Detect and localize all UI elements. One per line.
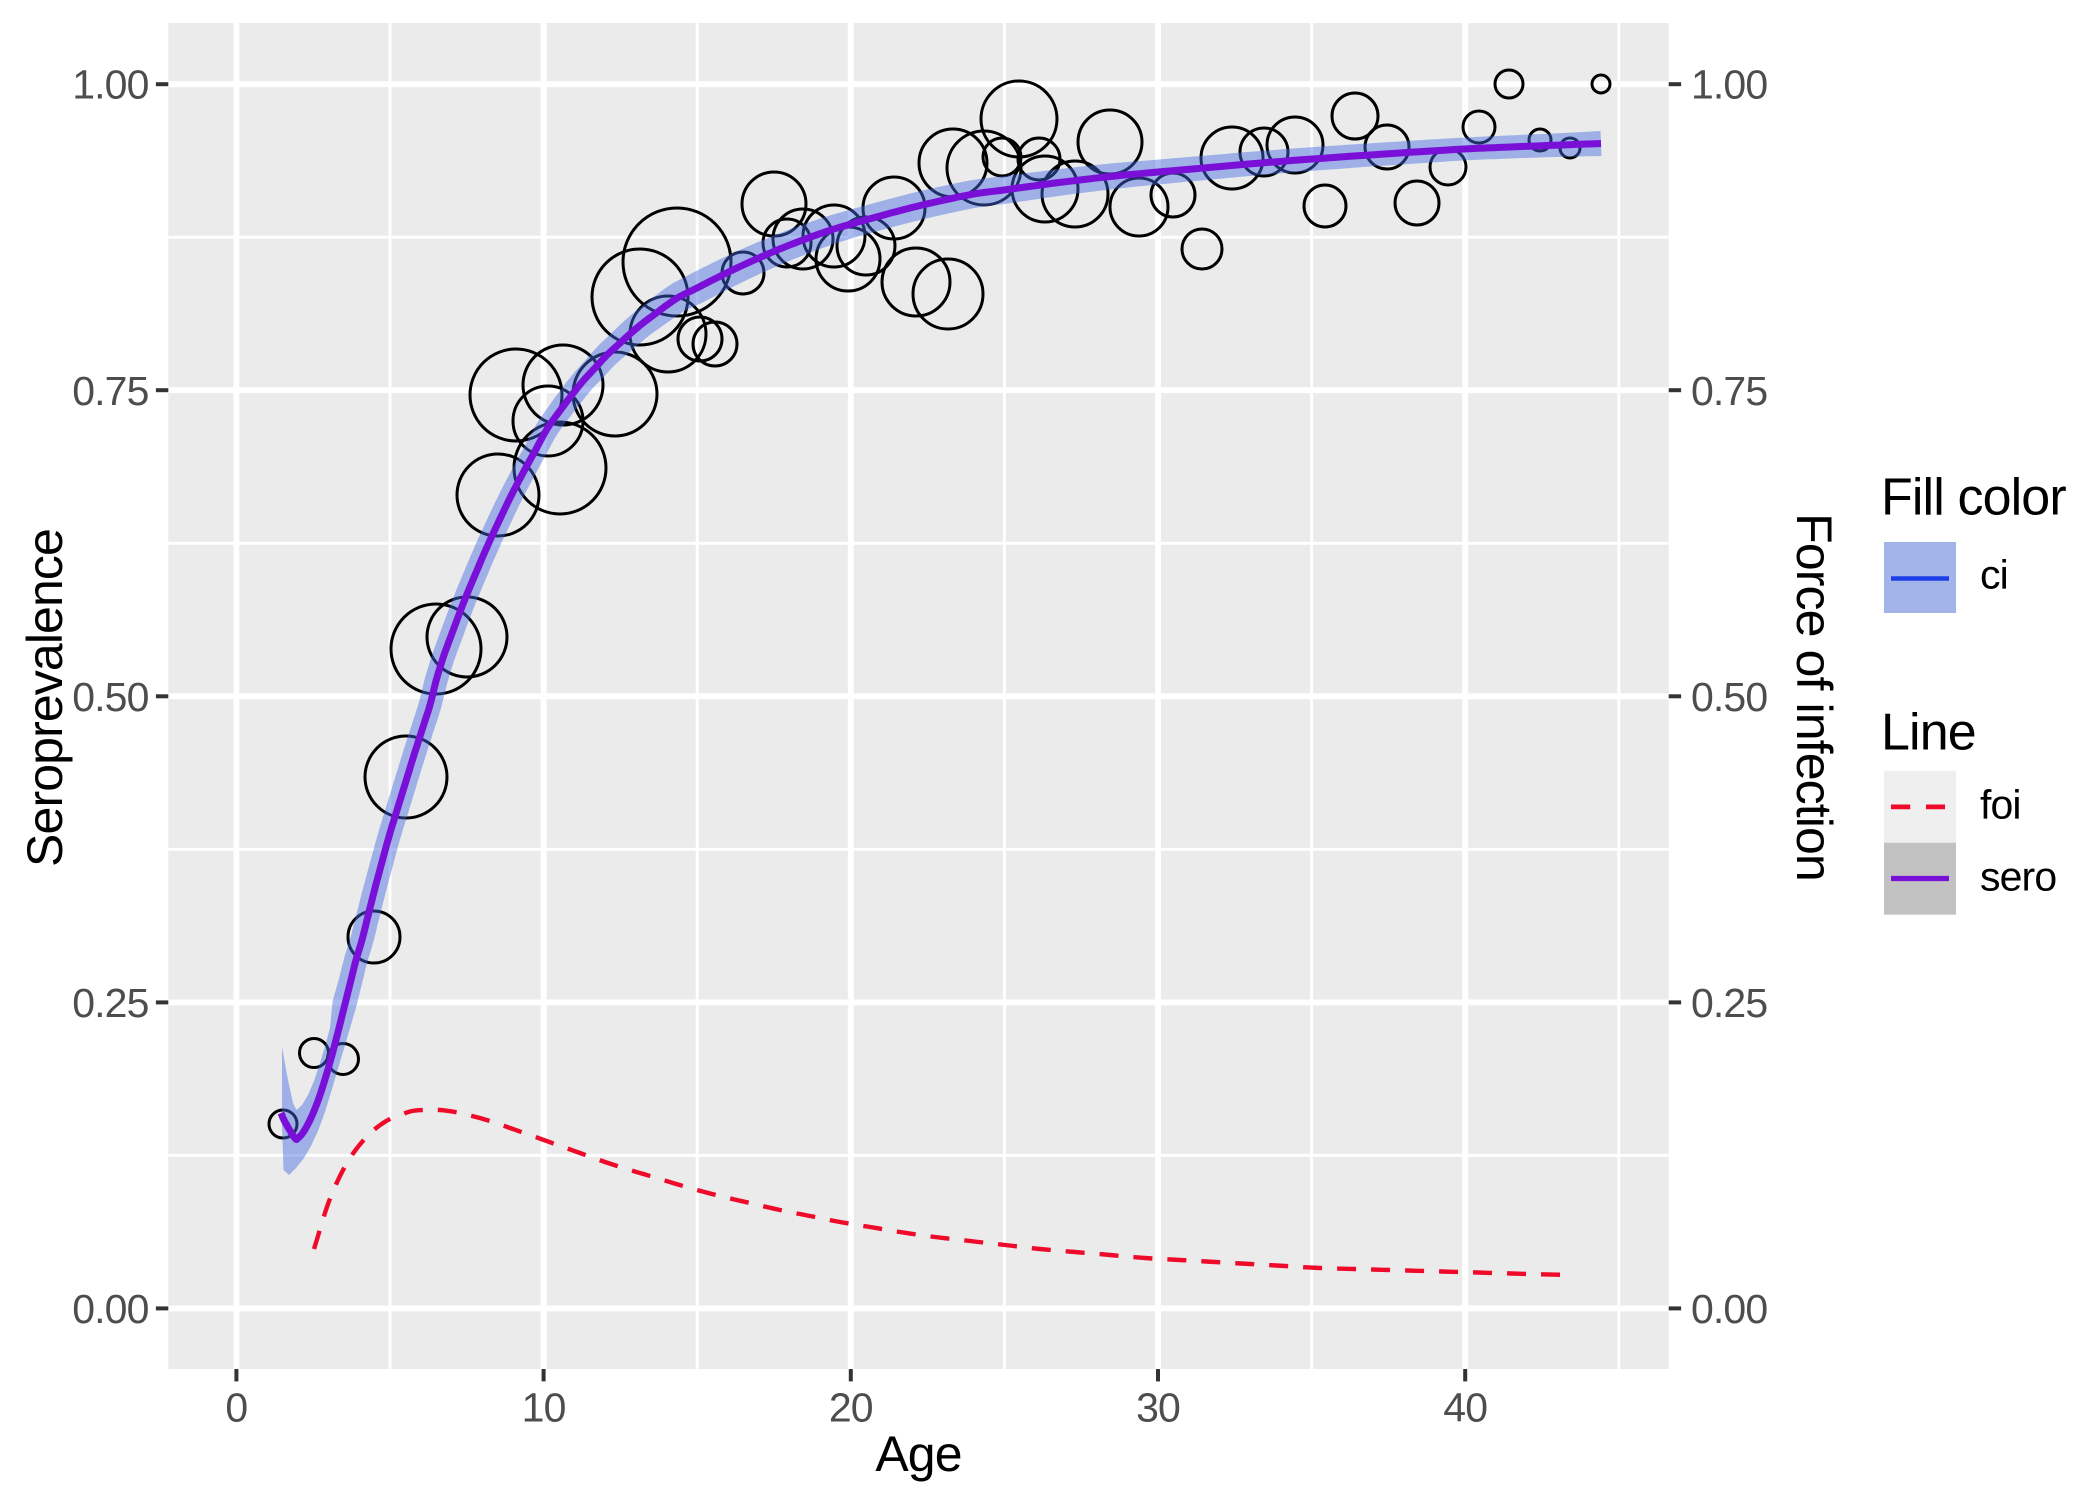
svg-text:10: 10 bbox=[522, 1385, 566, 1431]
svg-text:0.75: 0.75 bbox=[1691, 368, 1767, 414]
svg-text:Seroprevalence: Seroprevalence bbox=[17, 529, 73, 867]
svg-text:ci: ci bbox=[1980, 552, 2008, 598]
svg-text:0.00: 0.00 bbox=[1691, 1286, 1767, 1332]
svg-text:0.50: 0.50 bbox=[1691, 674, 1767, 720]
svg-text:Force of infection: Force of infection bbox=[1786, 513, 1842, 881]
svg-text:40: 40 bbox=[1443, 1385, 1487, 1431]
svg-text:0: 0 bbox=[225, 1385, 247, 1431]
svg-text:0.00: 0.00 bbox=[72, 1286, 148, 1332]
svg-text:1.00: 1.00 bbox=[72, 62, 148, 108]
svg-text:0.50: 0.50 bbox=[72, 674, 148, 720]
svg-text:20: 20 bbox=[829, 1385, 873, 1431]
svg-text:Fill color: Fill color bbox=[1881, 469, 2066, 527]
svg-text:sero: sero bbox=[1980, 854, 2056, 900]
svg-text:Line: Line bbox=[1881, 704, 1976, 762]
svg-text:1.00: 1.00 bbox=[1691, 62, 1767, 108]
svg-text:foi: foi bbox=[1980, 782, 2021, 828]
svg-text:0.75: 0.75 bbox=[72, 368, 148, 414]
svg-text:0.25: 0.25 bbox=[72, 980, 148, 1026]
svg-text:Age: Age bbox=[875, 1426, 961, 1482]
svg-text:30: 30 bbox=[1136, 1385, 1180, 1431]
svg-text:0.25: 0.25 bbox=[1691, 980, 1767, 1026]
